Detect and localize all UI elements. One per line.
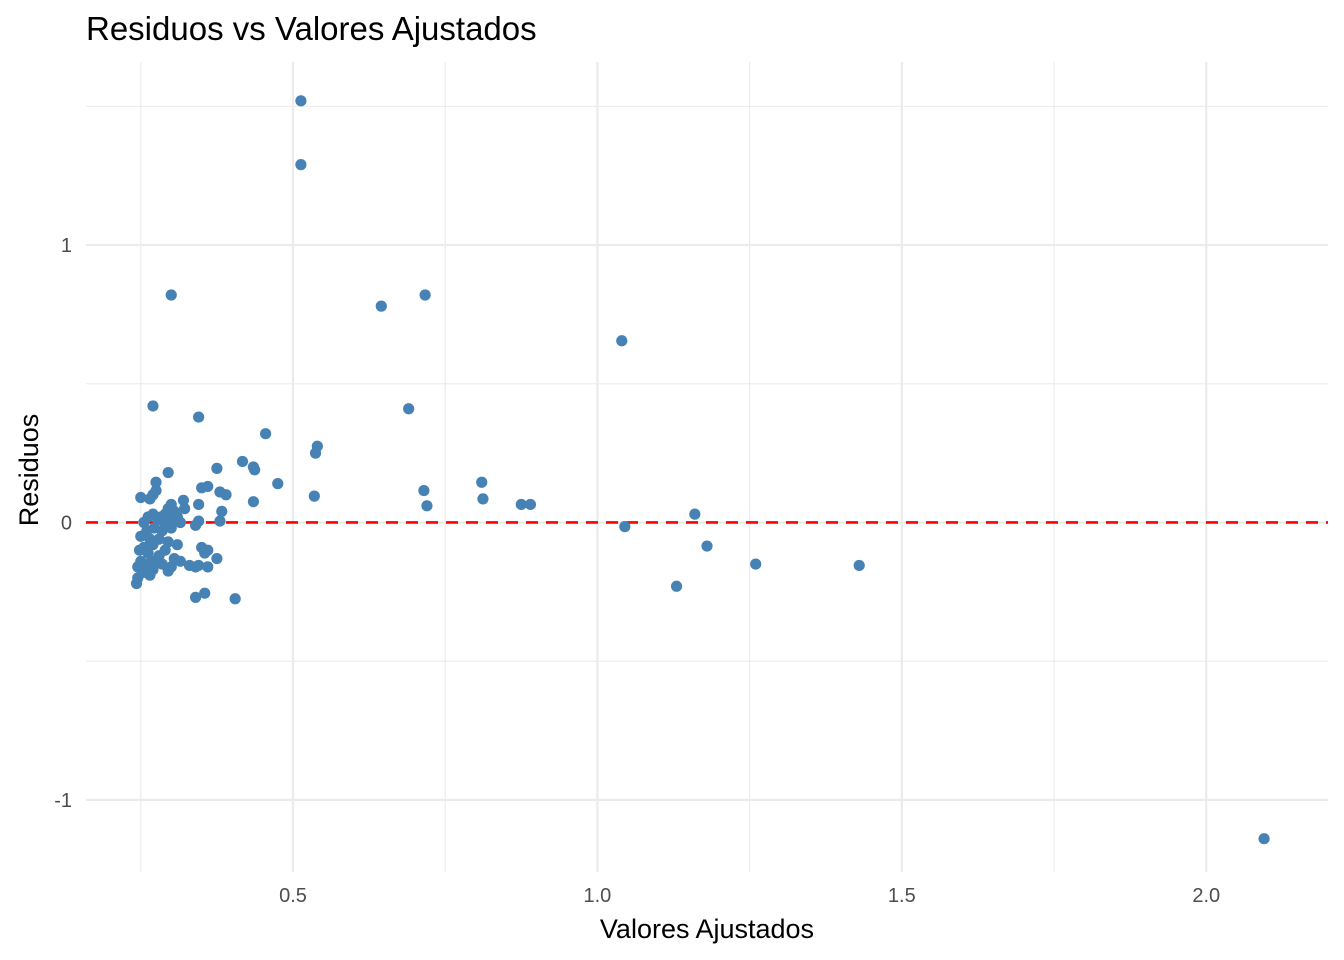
- data-point-93: [515, 498, 527, 511]
- data-point-16: [162, 466, 174, 479]
- data-point-2: [165, 289, 177, 301]
- data-point-31: [177, 494, 190, 506]
- data-point-85: [202, 561, 214, 573]
- x-tick-label-0: 0.5: [279, 885, 307, 907]
- data-point-53: [135, 530, 147, 542]
- data-point-29: [193, 498, 205, 511]
- data-point-80: [199, 547, 211, 559]
- data-point-3: [375, 300, 387, 312]
- data-point-18: [272, 478, 284, 490]
- data-point-81: [211, 552, 223, 565]
- y-axis-ticks: -1 0 1: [54, 235, 72, 812]
- data-point-17: [150, 476, 162, 488]
- y-axis-title: Residuos: [14, 414, 44, 527]
- data-point-75: [144, 569, 156, 581]
- data-point-8: [403, 403, 415, 415]
- data-point-0: [295, 95, 307, 107]
- data-point-32: [179, 503, 191, 515]
- data-point-67: [174, 555, 186, 567]
- x-tick-label-2: 1.5: [888, 885, 916, 907]
- data-point-26: [135, 491, 147, 504]
- data-point-96: [689, 508, 701, 520]
- x-tick-label-1: 1.0: [584, 885, 612, 907]
- data-point-61: [133, 544, 146, 556]
- data-point-28: [247, 496, 260, 508]
- data-point-11: [309, 447, 322, 459]
- data-point-25: [144, 493, 156, 505]
- data-points: [130, 95, 1270, 845]
- data-point-84: [189, 561, 202, 573]
- data-point-12: [236, 455, 249, 468]
- data-point-99: [750, 558, 762, 570]
- data-point-43: [174, 516, 186, 529]
- data-point-6: [147, 400, 159, 412]
- data-point-27: [308, 490, 320, 502]
- data-point-88: [229, 593, 241, 605]
- data-point-101: [1258, 833, 1270, 845]
- data-point-14: [249, 464, 261, 476]
- data-point-4: [419, 289, 431, 301]
- y-tick-label-2: 1: [61, 235, 72, 257]
- data-point-94: [524, 498, 537, 511]
- data-point-73: [162, 565, 174, 577]
- x-axis-ticks: 0.5 1.0 1.5 2.0: [279, 885, 1220, 907]
- grid: [86, 62, 1328, 872]
- data-point-97: [701, 540, 713, 552]
- data-point-90: [476, 476, 488, 488]
- y-tick-label-0: -1: [54, 790, 72, 812]
- data-point-15: [211, 462, 223, 474]
- data-point-48: [189, 519, 202, 531]
- x-axis-title: Valores Ajustados: [600, 914, 814, 944]
- data-point-9: [260, 428, 272, 440]
- chart-title: Residuos vs Valores Ajustados: [86, 10, 537, 47]
- data-point-87: [199, 587, 211, 599]
- data-point-50: [165, 522, 177, 534]
- data-point-1: [295, 159, 307, 171]
- data-point-20: [196, 482, 208, 494]
- data-point-45: [214, 515, 226, 527]
- data-point-7: [193, 411, 205, 423]
- data-point-92: [421, 500, 433, 512]
- data-point-57: [171, 539, 183, 551]
- data-point-5: [616, 335, 628, 347]
- x-tick-label-3: 2.0: [1192, 885, 1220, 907]
- data-point-89: [418, 484, 430, 497]
- data-point-98: [670, 580, 683, 592]
- data-point-62: [142, 547, 154, 559]
- data-point-91: [477, 493, 489, 505]
- data-point-86: [189, 591, 202, 603]
- data-point-33: [216, 505, 228, 517]
- y-tick-label-1: 0: [61, 512, 72, 534]
- data-point-100: [853, 559, 865, 572]
- data-point-95: [619, 521, 631, 533]
- data-point-58: [147, 539, 159, 551]
- data-point-77: [130, 577, 143, 590]
- data-point-22: [220, 489, 232, 501]
